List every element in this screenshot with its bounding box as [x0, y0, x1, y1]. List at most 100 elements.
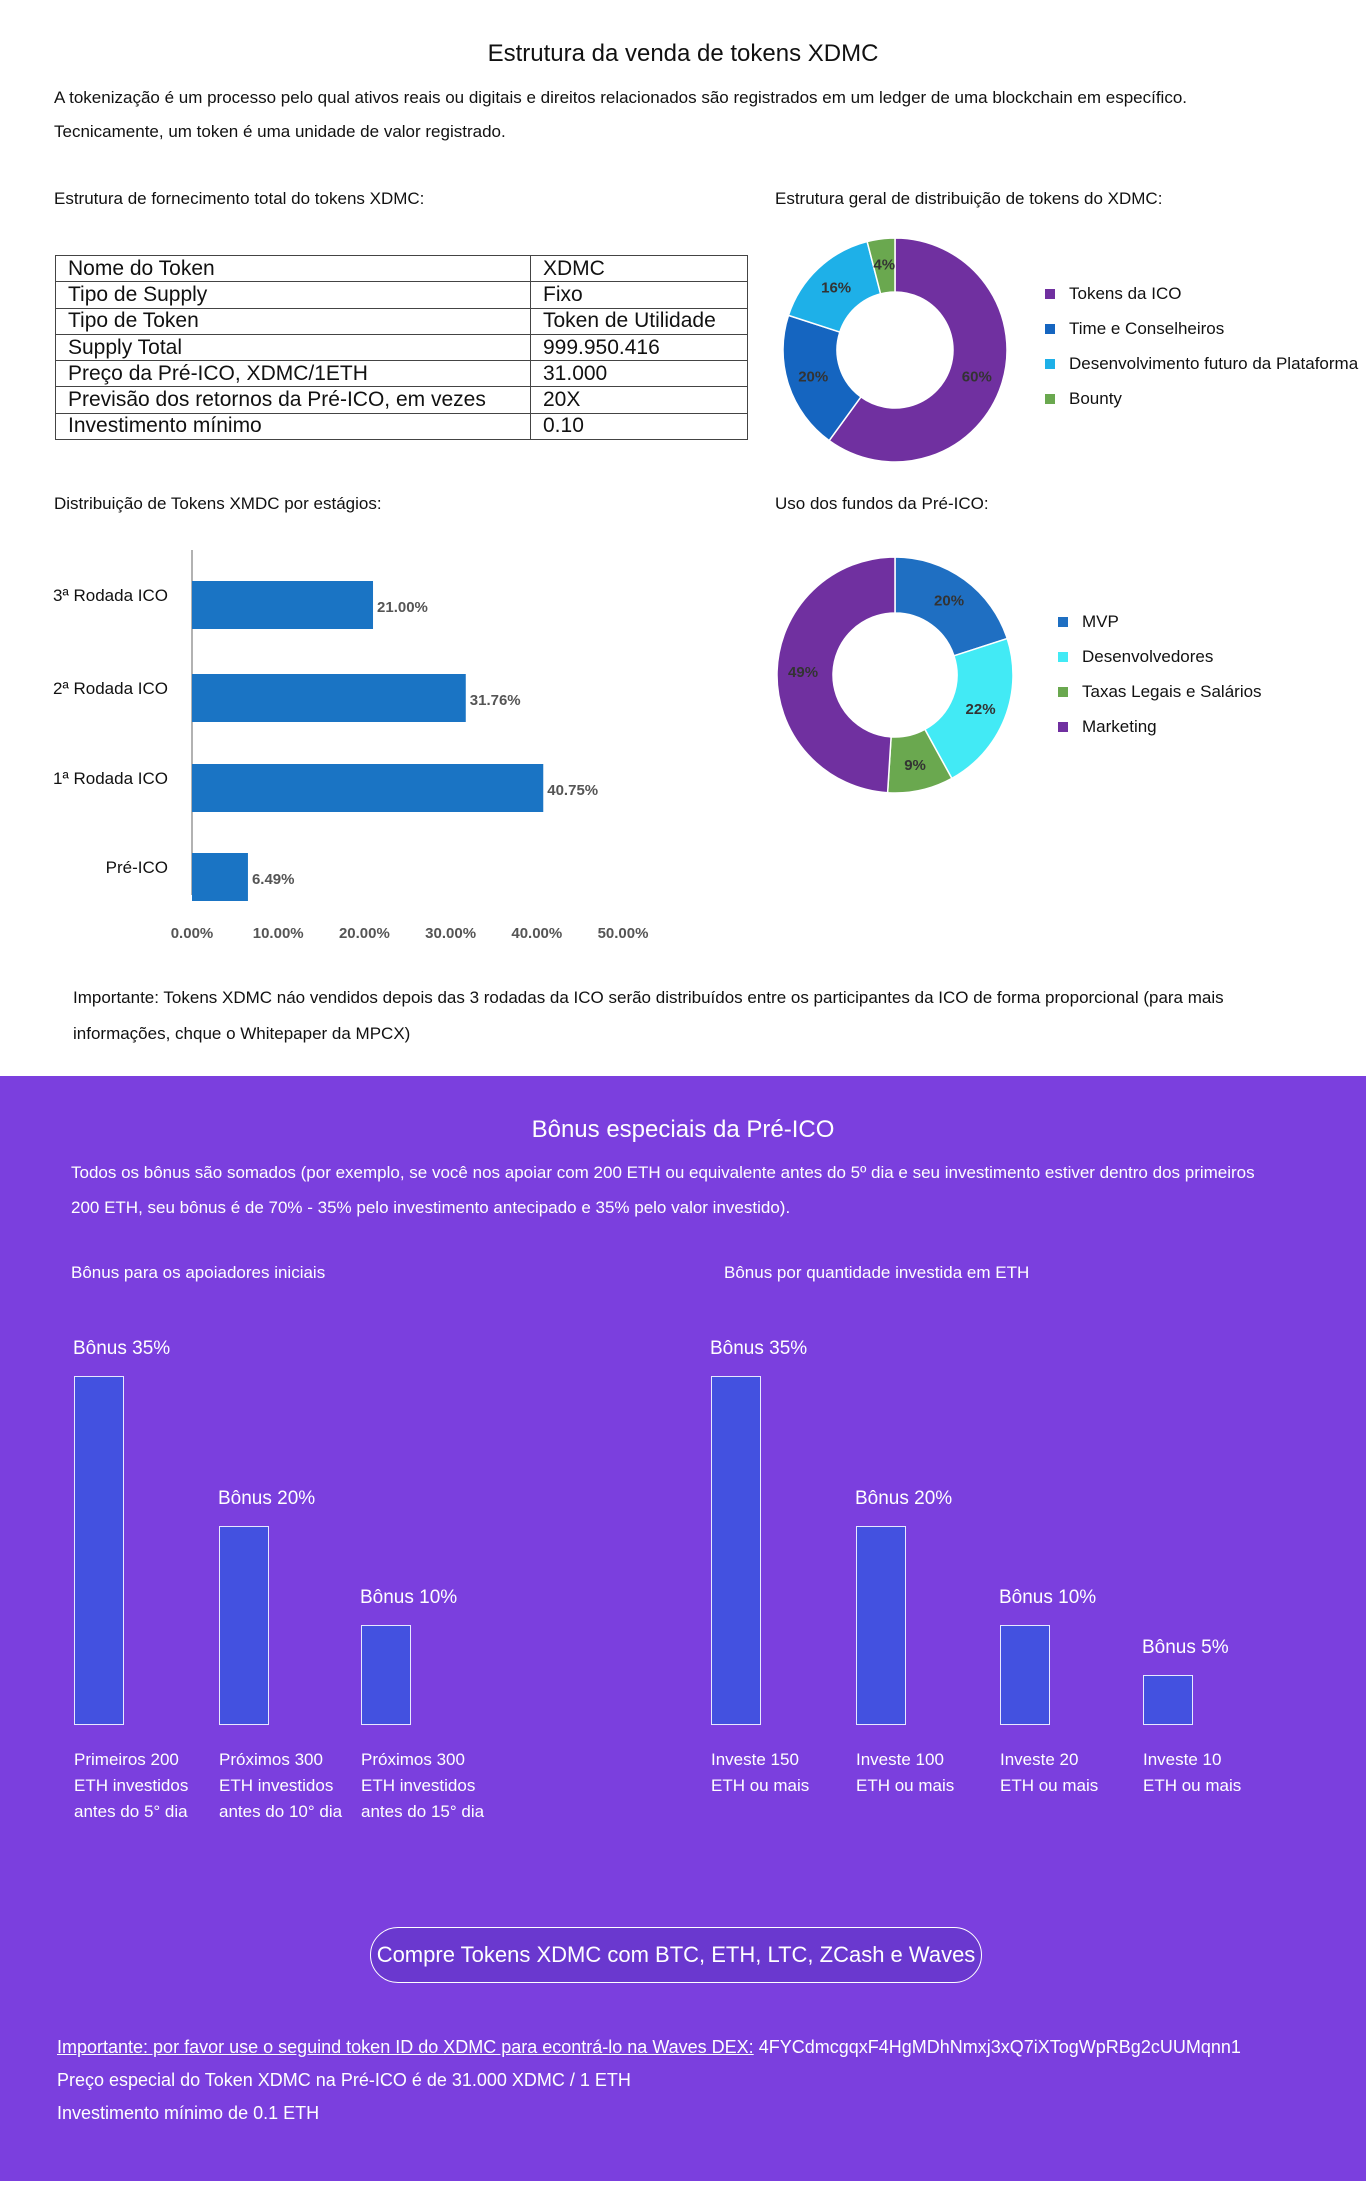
bonus-bar-caption: Primeiros 200 ETH investidos antes do 5° d…	[74, 1747, 188, 1825]
bonus-caption-line: Primeiros 200	[74, 1750, 179, 1769]
token-table-value: 20X	[530, 386, 748, 414]
buy-tokens-button[interactable]: Compre Tokens XDMC com BTC, ETH, LTC, ZC…	[370, 1927, 982, 1983]
stages-label: Distribuição de Tokens XMDC por estágios…	[54, 494, 382, 513]
legend-label: MVP	[1082, 611, 1119, 631]
legend-swatch	[1058, 616, 1068, 627]
bonus-bar	[219, 1525, 269, 1725]
stage-bar	[192, 853, 248, 901]
bonus-bar-caption: Investe 150 ETH ou mais	[711, 1747, 809, 1799]
legend-label: Taxas Legais e Salários	[1082, 681, 1262, 701]
bonus-bar-caption: Próximos 300 ETH investidos antes do 10° d…	[219, 1747, 342, 1825]
bonus-caption-line: ETH ou mais	[1000, 1776, 1099, 1795]
stages-bar-chart: 3ª Rodada ICO 21.00% 2ª Rodada ICO 31.76% 1ª…	[53, 550, 649, 942]
legend-item: MVP	[1058, 604, 1262, 639]
bonus-caption-line: ETH ou mais	[1143, 1776, 1242, 1795]
bonus-bar	[1143, 1675, 1193, 1725]
stage-value-label: 31.76%	[470, 692, 521, 709]
token-id: 4FYCdmcgqxF4HgMDhNmxj3xQ7iXTogWpRBg2cUUM…	[758, 2037, 1241, 2057]
donut-slice-label: 16%	[821, 279, 851, 296]
legend-item: Desenvolvimento futuro da Plataforma	[1045, 346, 1358, 381]
stage-value-label: 21.00%	[377, 599, 428, 616]
token-table-row: Nome do Token XDMC	[55, 254, 748, 283]
bonus-bar	[74, 1376, 124, 1725]
distribution-legend: Tokens da ICO Time e Conselheiros Desenvol…	[1045, 276, 1358, 416]
bonus-title: Bônus especiais da Pré-ICO	[531, 1116, 835, 1143]
bonus-caption-line: ETH ou mais	[711, 1776, 810, 1795]
funds-legend: MVP Desenvolvedores Taxas Legais e Salário…	[1058, 604, 1262, 744]
legend-label: Time e Conselheiros	[1069, 318, 1225, 338]
donut-slice-label: 9%	[904, 757, 926, 774]
amount-bonus-label: Bônus por quantidade investida em ETH	[724, 1263, 1030, 1282]
legend-swatch	[1045, 358, 1055, 369]
bonus-intro: Todos os bônus são somados (por exemplo,…	[71, 1155, 1311, 1225]
token-table-row: Investimento mínimo 0.10	[55, 412, 748, 441]
token-table-value: XDMC	[530, 254, 748, 283]
token-table-row: Tipo de Supply Fixo	[55, 281, 748, 309]
x-tick-label: 10.00%	[253, 925, 304, 942]
token-table-key: Preço da Pré-ICO, XDMC/1ETH	[55, 360, 531, 388]
bonus-caption-line: ETH investidos	[74, 1776, 189, 1795]
token-table-key: Tipo de Supply	[55, 281, 531, 309]
donut-slice-label: 60%	[962, 369, 992, 386]
bonus-bar-caption: Próximos 300 ETH investidos antes do 15° d…	[361, 1747, 484, 1825]
token-table-key: Previsão dos retornos da Pré-ICO, em vez…	[55, 386, 531, 414]
legend-swatch	[1058, 721, 1068, 732]
token-table-row: Supply Total 999.950.416	[55, 333, 748, 362]
token-table-key: Tipo de Token	[55, 307, 531, 335]
token-table-key: Supply Total	[55, 333, 531, 362]
donut-slice	[923, 637, 1014, 780]
bonus-bar-label: Bônus 10%	[360, 1587, 458, 1609]
token-table-value: Token de Utilidade	[530, 307, 748, 335]
bonus-caption-line: ETH investidos	[219, 1776, 334, 1795]
stage-category-label: 3ª Rodada ICO	[53, 586, 168, 605]
footer-price: Preço especial do Token XDMC na Pré-ICO …	[57, 2070, 631, 2090]
funds-donut-chart: 20% 22% 9% 49%	[776, 556, 1014, 794]
token-table-row: Tipo de Token Token de Utilidade	[55, 307, 748, 335]
donut-slice	[828, 237, 1008, 463]
bonus-caption-line: Próximos 300	[361, 1750, 465, 1769]
bonus-caption-line: antes do 10° dia	[219, 1802, 343, 1821]
stage-bar	[192, 764, 544, 812]
legend-swatch	[1058, 686, 1068, 697]
page-title: Estrutura da venda de tokens XDMC	[487, 40, 879, 67]
legend-swatch	[1058, 651, 1068, 662]
donut-slice-label: 4%	[873, 257, 895, 274]
distribution-label: Estrutura geral de distribuição de token…	[775, 189, 1163, 208]
bonus-section	[0, 1076, 1366, 2181]
footer-important: Importante: por favor use o seguind toke…	[57, 2037, 1241, 2058]
donut-slice	[894, 556, 1009, 657]
token-table-value: 0.10	[530, 412, 748, 441]
stage-value-label: 40.75%	[547, 782, 598, 799]
bonus-caption-line: Investe 10	[1143, 1750, 1222, 1769]
stage-bar	[192, 581, 374, 629]
donut-slice	[776, 556, 896, 794]
donut-slice-label: 49%	[788, 664, 818, 681]
legend-swatch	[1045, 323, 1055, 334]
intro-text: A tokenização é um processo pelo qual at…	[54, 81, 1324, 149]
donut-slice	[866, 237, 896, 295]
token-table-value: Fixo	[530, 281, 748, 309]
bonus-caption-line: Próximos 300	[219, 1750, 323, 1769]
legend-label: Desenvolvimento futuro da Plataforma	[1069, 353, 1359, 373]
token-table-key: Nome do Token	[55, 254, 531, 283]
bonus-bar	[856, 1525, 906, 1725]
bonus-bar-label: Bônus 10%	[999, 1587, 1097, 1609]
bonus-caption-line: Investe 150	[711, 1750, 799, 1769]
bonus-bar	[711, 1376, 761, 1725]
token-table-key: Investimento mínimo	[55, 412, 531, 441]
legend-swatch	[1045, 288, 1055, 299]
legend-item: Taxas Legais e Salários	[1058, 674, 1262, 709]
legend-item: Desenvolvedores	[1058, 639, 1262, 674]
legend-label: Marketing	[1082, 716, 1157, 736]
bonus-bar-label: Bônus 35%	[73, 1338, 171, 1360]
bonus-caption-line: antes do 5° dia	[74, 1802, 188, 1821]
bonus-bar-label: Bônus 20%	[218, 1487, 316, 1509]
bonus-intro-line-1: Todos os bônus são somados (por exemplo,…	[71, 1163, 1255, 1182]
footer-min-investment: Investimento mínimo de 0.1 ETH	[57, 2103, 320, 2123]
x-tick-label: 40.00%	[511, 925, 562, 942]
token-table-row: Preço da Pré-ICO, XDMC/1ETH 31.000	[55, 360, 748, 388]
token-table-value: 999.950.416	[530, 333, 748, 362]
x-tick-label: 50.00%	[598, 925, 649, 942]
bonus-bar-caption: Investe 20 ETH ou mais	[1000, 1747, 1098, 1799]
stage-bar	[192, 674, 466, 722]
